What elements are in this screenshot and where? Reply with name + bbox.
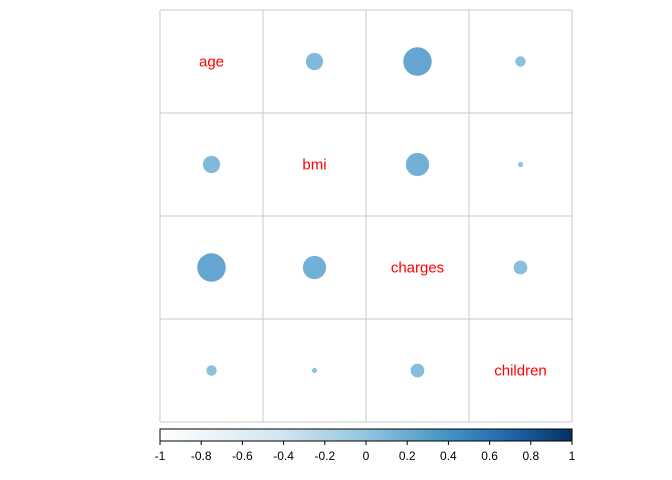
corr-circle-bmi-age: [202, 155, 221, 174]
variable-label-age: age: [199, 54, 224, 71]
colorbar-tick-label: 0.8: [522, 449, 539, 463]
colorbar-tick-label: 0: [363, 449, 370, 463]
colorbar-gradient: [159, 428, 573, 442]
colorbar: -1 -0.8 -0.6 -0.4 -0.2 0 0.2 0.4 0.6 0.8 1: [155, 428, 576, 463]
corr-circle-children-age: [206, 365, 217, 376]
matrix-cells: age bmi charges children: [197, 47, 547, 380]
corr-circle-children-charges: [410, 363, 425, 378]
corr-circle-charges-bmi: [302, 255, 327, 280]
matrix-grid: [159, 9, 573, 423]
corr-circle-charges-age: [197, 253, 226, 282]
corr-circle-age-children: [515, 56, 526, 67]
colorbar-tick-label: -1: [155, 449, 166, 463]
colorbar-tick-label: 0.6: [481, 449, 498, 463]
variable-label-children: children: [494, 363, 547, 380]
variable-label-bmi: bmi: [302, 157, 326, 174]
corr-circle-bmi-charges: [405, 152, 430, 177]
variable-label-charges: charges: [391, 260, 444, 277]
corr-circle-age-bmi: [305, 52, 324, 71]
colorbar-tick-label: -0.2: [314, 449, 335, 463]
corr-circle-charges-children: [513, 260, 528, 275]
colorbar-tick-label: -0.4: [273, 449, 294, 463]
colorbar-tick-label: 0.4: [440, 449, 457, 463]
corr-circle-age-charges: [403, 47, 432, 76]
colorbar-tick-label: -0.6: [232, 449, 253, 463]
corr-circle-children-bmi: [311, 367, 318, 374]
colorbar-tick-label: 0.2: [399, 449, 416, 463]
colorbar-tick-label: -0.8: [191, 449, 212, 463]
corr-circle-bmi-children: [517, 161, 524, 168]
colorbar-tick-label: 1: [569, 449, 576, 463]
